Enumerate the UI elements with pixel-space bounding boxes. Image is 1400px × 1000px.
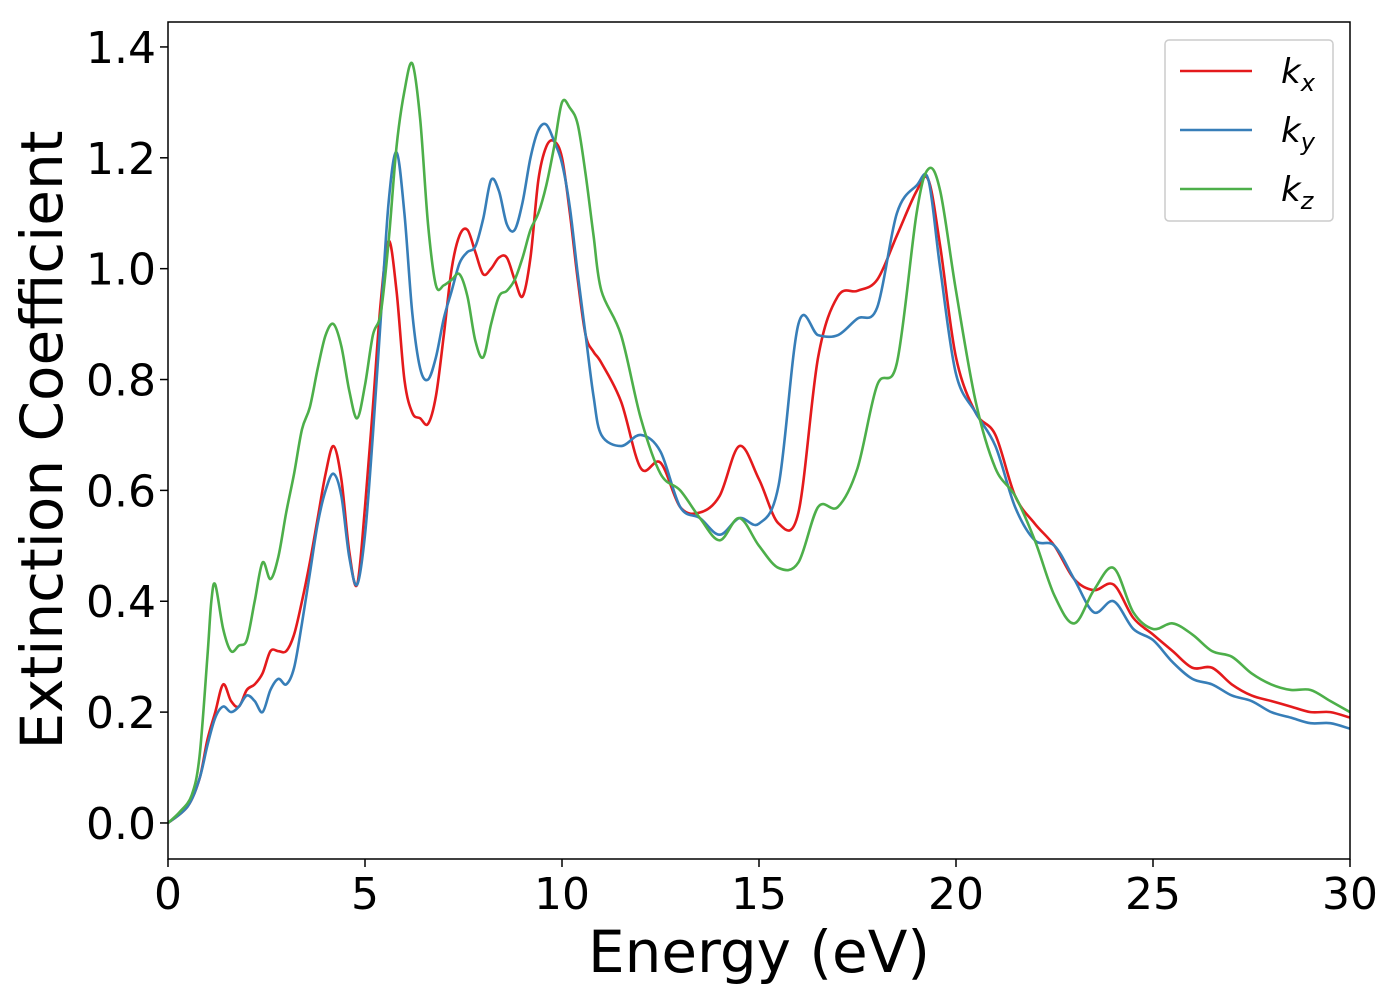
x-tick-label: 10 bbox=[534, 869, 590, 920]
x-axis-ticks: 0 5 10 15 20 25 30 bbox=[154, 859, 1378, 920]
y-tick-label: 0.0 bbox=[86, 799, 156, 850]
x-tick-label: 30 bbox=[1322, 869, 1378, 920]
y-tick-label: 1.2 bbox=[86, 134, 156, 185]
legend-label-kx: kx bbox=[1281, 52, 1316, 97]
legend-entries: kx ky kz bbox=[1180, 52, 1316, 215]
y-axis-title: Extinction Coefficient bbox=[8, 131, 76, 750]
plot-lines bbox=[168, 61, 1350, 825]
legend-label-kz: kz bbox=[1281, 170, 1315, 215]
y-tick-label: 0.8 bbox=[86, 356, 156, 407]
y-tick-label: 0.2 bbox=[86, 688, 156, 739]
x-axis-title: Energy (eV) bbox=[588, 918, 930, 986]
x-tick-label: 5 bbox=[351, 869, 379, 920]
y-tick-label: 0.4 bbox=[86, 577, 156, 628]
legend: kx ky kz bbox=[1164, 39, 1334, 222]
y-tick-label: 1.0 bbox=[86, 245, 156, 296]
series-line-ky bbox=[168, 122, 1350, 825]
x-tick-label: 15 bbox=[731, 869, 787, 920]
series-line-kz bbox=[168, 61, 1350, 825]
legend-label-ky: ky bbox=[1281, 111, 1316, 156]
y-tick-label: 0.6 bbox=[86, 466, 156, 517]
series-line-kx bbox=[168, 139, 1350, 825]
y-axis-ticks: 0.0 0.2 0.4 0.6 0.8 1.0 1.2 1.4 bbox=[86, 23, 168, 850]
x-tick-label: 25 bbox=[1125, 869, 1181, 920]
x-tick-label: 20 bbox=[928, 869, 984, 920]
y-tick-label: 1.4 bbox=[86, 23, 156, 74]
x-tick-label: 0 bbox=[154, 869, 182, 920]
